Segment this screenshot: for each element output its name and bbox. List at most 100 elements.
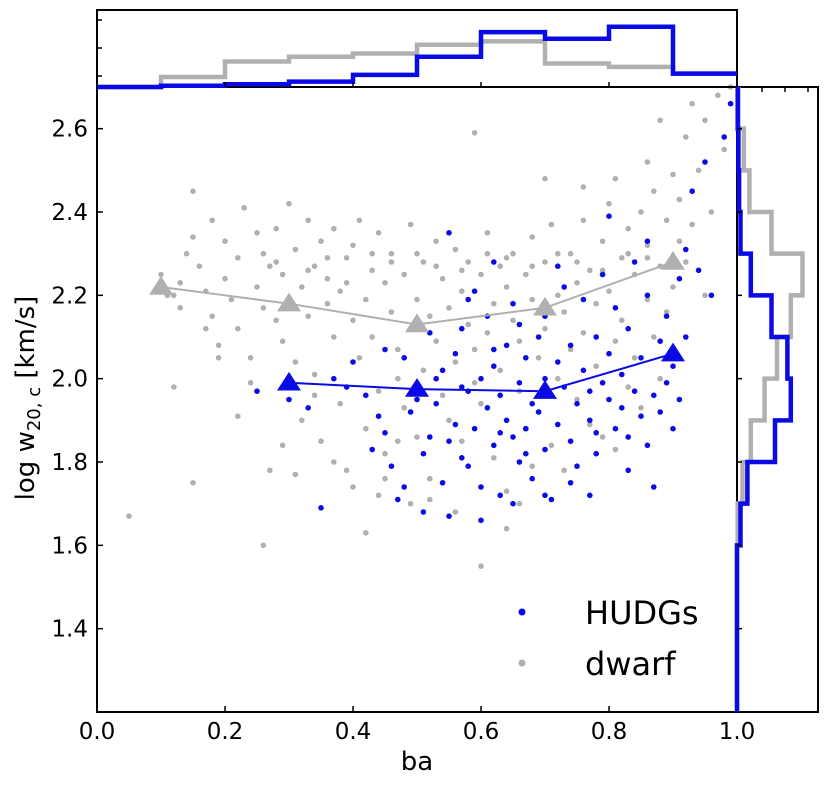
hudg-point — [529, 400, 535, 407]
dwarf-point — [555, 375, 561, 382]
dwarf-point — [183, 250, 190, 257]
dwarf-point — [375, 230, 382, 236]
hudg-point — [644, 238, 651, 244]
dwarf-point — [196, 263, 203, 270]
dwarf-point — [407, 221, 414, 228]
dwarf-point — [574, 259, 580, 265]
dwarf-point — [625, 225, 631, 232]
hudg-point — [644, 292, 651, 299]
y-axis-label-unit: [km/s] — [11, 296, 41, 387]
hudg-point — [587, 417, 593, 424]
dwarf-point — [343, 280, 350, 286]
hudg-point — [676, 396, 683, 403]
dwarf-point — [311, 392, 318, 399]
dwarf-point — [324, 254, 331, 261]
dwarf-point — [318, 238, 324, 244]
dwarf-point — [190, 234, 196, 240]
hudg-point — [484, 405, 491, 411]
dwarf-point — [510, 317, 516, 324]
hudg-median-marker — [533, 380, 557, 399]
dwarf-point — [478, 400, 484, 407]
dwarf-point — [401, 405, 408, 411]
hudg-point — [574, 463, 580, 470]
dwarf-point — [510, 250, 516, 257]
dwarf-point — [375, 388, 382, 395]
dwarf-point — [478, 563, 484, 569]
dwarf-point — [612, 338, 619, 345]
hudg-point — [631, 388, 638, 395]
hudg-point — [657, 338, 663, 345]
dwarf-point — [254, 230, 260, 236]
dwarf-point — [561, 309, 567, 315]
dwarf-point — [523, 271, 529, 278]
hudg-point — [535, 334, 542, 340]
dwarf-point — [657, 375, 663, 382]
hudg-point — [625, 325, 631, 332]
dwarf-point — [491, 300, 497, 307]
dwarf-point — [203, 325, 209, 332]
top-histogram-dwarf — [97, 39, 737, 90]
hudg-point — [318, 505, 324, 511]
hudg-point — [523, 355, 529, 361]
dwarf-point — [702, 117, 708, 124]
dwarf-point — [369, 267, 376, 274]
dwarf-point — [305, 313, 312, 320]
dwarf-point — [260, 305, 267, 311]
dwarf-median-marker — [405, 313, 429, 333]
legend-label-dwarf: dwarf — [585, 645, 676, 683]
dwarf-point — [497, 367, 504, 374]
dwarf-point — [491, 455, 497, 461]
hudg-point — [491, 259, 497, 265]
hudg-point — [478, 375, 484, 382]
dwarf-point — [395, 438, 401, 445]
dwarf-point — [254, 284, 260, 290]
hudg-point — [439, 367, 446, 374]
hudg-point — [676, 275, 683, 282]
dwarf-point — [427, 496, 433, 503]
dwarf-point — [363, 296, 369, 303]
dwarf-point — [337, 400, 344, 407]
dwarf-point — [625, 250, 631, 257]
dwarf-point — [619, 317, 625, 324]
hudg-point — [491, 346, 497, 353]
hudg-point — [625, 467, 631, 474]
hudg-point — [305, 405, 312, 411]
hudg-point — [465, 296, 472, 303]
dwarf-point — [478, 271, 484, 278]
y-tick-label: 1.4 — [51, 617, 88, 643]
dwarf-point — [484, 330, 491, 336]
dwarf-point — [599, 238, 606, 244]
dwarf-point — [587, 267, 593, 274]
dwarf-point — [644, 242, 651, 249]
dwarf-median-marker — [661, 251, 685, 270]
dwarf-point — [311, 263, 318, 270]
dwarf-point — [369, 334, 376, 340]
hudg-point — [369, 446, 376, 453]
dwarf-point — [555, 292, 561, 299]
hudg-point — [535, 409, 542, 415]
dwarf-point — [503, 284, 510, 290]
hudg-point — [516, 459, 523, 465]
hudg-point — [465, 463, 472, 470]
hudg-point — [542, 492, 548, 499]
dwarf-point — [439, 392, 446, 399]
hudg-point — [427, 434, 433, 440]
dwarf-point — [529, 263, 535, 270]
dwarf-point — [548, 442, 555, 449]
dwarf-point — [593, 363, 599, 370]
dwarf-point — [689, 100, 695, 107]
dwarf-point — [663, 309, 670, 315]
dwarf-point — [683, 259, 689, 265]
dwarf-point — [721, 146, 727, 153]
dwarf-point — [503, 488, 510, 495]
dwarf-point — [503, 525, 510, 532]
dwarf-point — [369, 250, 376, 257]
hudg-point — [599, 271, 606, 278]
dwarf-point — [433, 238, 440, 244]
right-histogram — [734, 86, 819, 713]
hudg-point — [382, 346, 388, 353]
hudg-point — [651, 484, 657, 490]
dwarf-point — [350, 242, 356, 249]
dwarf-point — [279, 442, 286, 449]
top-histogram — [96, 9, 738, 90]
